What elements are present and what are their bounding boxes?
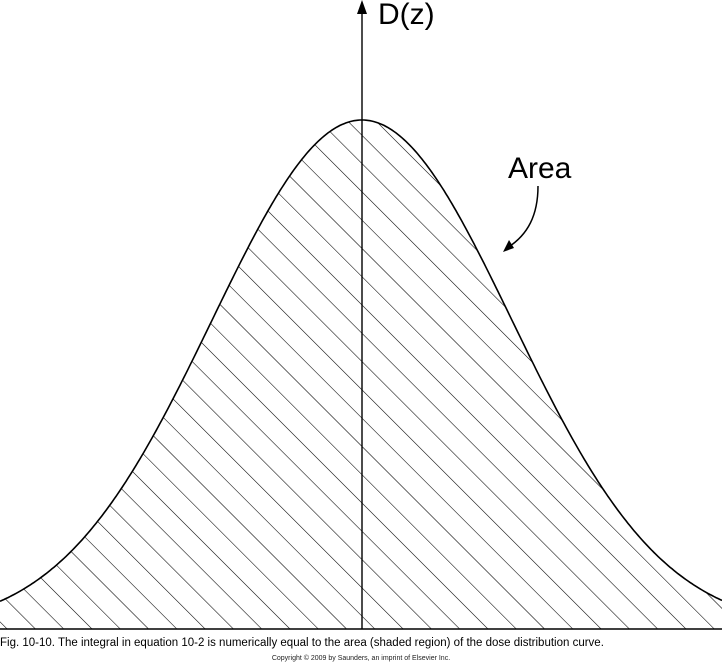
area-label: Area (508, 152, 572, 185)
axis-arrowhead-icon (357, 0, 367, 14)
figure-caption: Fig. 10-10. The integral in equation 10-… (0, 637, 604, 649)
shaded-area (0, 120, 722, 629)
axis-label: D(z) (378, 0, 435, 31)
pointer-arrowhead-icon (503, 240, 514, 252)
area-pointer-arrow (506, 185, 539, 249)
copyright-notice: Copyright © 2009 by Saunders, an imprint… (271, 655, 451, 662)
distribution-curve (0, 119, 722, 603)
